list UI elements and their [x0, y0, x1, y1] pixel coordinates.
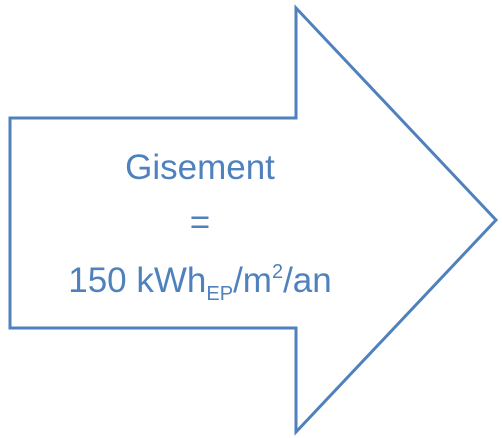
energy-value-per-m: /m — [233, 261, 272, 300]
energy-value-subscript: EP — [206, 283, 234, 305]
arrow-outline — [8, 4, 499, 436]
equals-sign: = — [189, 203, 211, 242]
energy-value-suffix: /an — [283, 261, 332, 300]
energy-value: 150 kWhEP/m2/an — [10, 261, 390, 304]
energy-value-superscript: 2 — [271, 261, 284, 283]
energy-value-number-unit: 150 kWh — [68, 261, 207, 300]
gisement-label: Gisement — [125, 148, 275, 187]
